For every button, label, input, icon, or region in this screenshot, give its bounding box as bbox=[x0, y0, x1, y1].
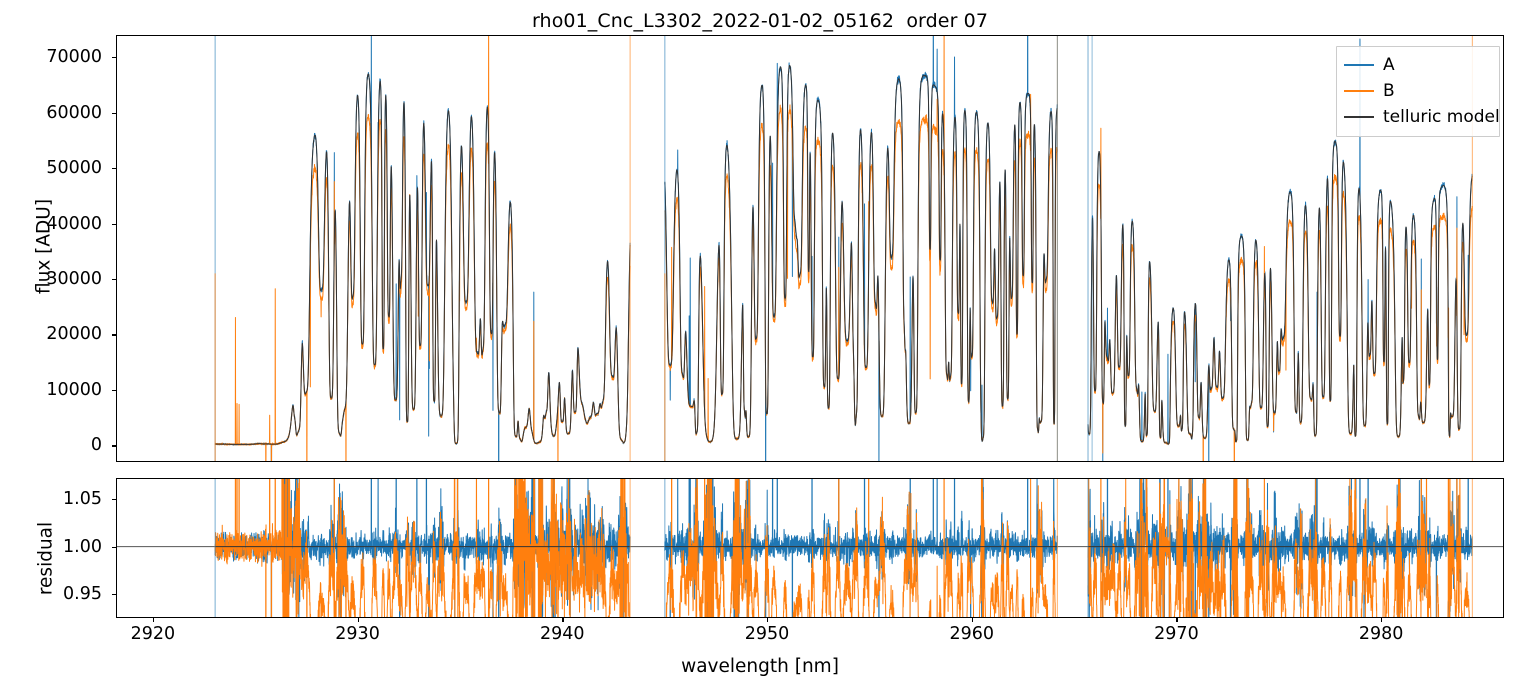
y-tick-label: 0 bbox=[90, 435, 102, 456]
legend-label-b: B bbox=[1383, 81, 1395, 101]
y-tick-mark bbox=[112, 389, 116, 392]
flux-trace-telluric-model bbox=[1087, 140, 1473, 445]
residual-trace-a bbox=[664, 479, 1058, 617]
residual-tick-mark bbox=[112, 498, 116, 501]
y-tick-label: 30000 bbox=[46, 269, 102, 289]
legend-swatch-telluric bbox=[1344, 116, 1374, 118]
y-tick-label: 20000 bbox=[46, 324, 102, 345]
y-axis-label-flux: flux [ADU] bbox=[33, 198, 55, 295]
x-tick-mark bbox=[767, 618, 769, 622]
x-tick-mark bbox=[152, 618, 155, 622]
y-axis-label-residual: residual bbox=[35, 521, 57, 596]
x-tick-label: 2980 bbox=[1358, 624, 1404, 644]
x-tick-label: 2970 bbox=[1154, 624, 1199, 644]
x-tick-mark bbox=[1176, 618, 1178, 622]
flux-trace-b bbox=[664, 36, 1058, 444]
page-title: rho01_Cnc_L3302_2022-01-02_05162 order 0… bbox=[531, 10, 989, 32]
legend-swatch-b bbox=[1344, 90, 1374, 92]
y-tick-label: 70000 bbox=[46, 47, 102, 68]
legend-label-telluric: telluric model bbox=[1383, 107, 1500, 127]
residual-tick-label: 0.95 bbox=[63, 584, 102, 605]
flux-plot-canvas bbox=[214, 36, 1473, 461]
residual-tick-mark bbox=[112, 546, 116, 548]
x-tick-label: 2950 bbox=[744, 624, 790, 644]
flux-trace-telluric-model bbox=[664, 64, 1058, 443]
x-tick-label: 2940 bbox=[540, 624, 585, 644]
residual-tick-mark bbox=[112, 594, 116, 596]
legend-swatch-a bbox=[1344, 64, 1374, 66]
legend-item-telluric: telluric model bbox=[1344, 104, 1500, 130]
legend-item-b: B bbox=[1344, 78, 1492, 104]
x-tick-mark bbox=[357, 618, 359, 622]
y-tick-mark bbox=[112, 112, 116, 114]
y-tick-mark bbox=[112, 279, 116, 281]
y-tick-label: 40000 bbox=[46, 213, 102, 234]
residual-trace-b bbox=[665, 479, 1056, 617]
y-tick-label: 10000 bbox=[46, 379, 102, 400]
residual-plot-canvas bbox=[117, 479, 1503, 617]
y-tick-mark bbox=[112, 334, 116, 336]
flux-plot-panel bbox=[116, 35, 1504, 462]
y-tick-label: 60000 bbox=[46, 102, 102, 123]
residual-trace-a bbox=[1087, 479, 1473, 617]
y-tick-mark bbox=[112, 57, 116, 59]
legend-label-a: A bbox=[1383, 55, 1395, 75]
x-tick-label: 2960 bbox=[949, 624, 994, 644]
legend-item-a: A bbox=[1344, 52, 1492, 78]
x-axis-label: wavelength [nm] bbox=[681, 656, 839, 677]
flux-trace-b bbox=[214, 36, 631, 461]
y-tick-mark bbox=[112, 445, 116, 447]
residual-tick-label: 1.00 bbox=[63, 536, 102, 557]
flux-trace-telluric-model bbox=[214, 73, 631, 445]
residual-tick-label: 1.05 bbox=[63, 488, 102, 509]
residual-plot-panel bbox=[116, 478, 1504, 618]
x-tick-mark bbox=[971, 618, 974, 622]
x-tick-mark bbox=[562, 618, 564, 622]
residual-trace-b bbox=[214, 479, 630, 617]
legend: A B telluric model bbox=[1336, 46, 1500, 137]
x-tick-label: 2930 bbox=[335, 624, 380, 644]
x-tick-label: 2920 bbox=[130, 624, 176, 644]
y-tick-mark bbox=[112, 223, 116, 225]
residual-trace-b bbox=[1087, 479, 1470, 617]
x-tick-mark bbox=[1381, 618, 1383, 622]
y-tick-mark bbox=[112, 168, 116, 170]
y-tick-label: 50000 bbox=[46, 158, 102, 179]
